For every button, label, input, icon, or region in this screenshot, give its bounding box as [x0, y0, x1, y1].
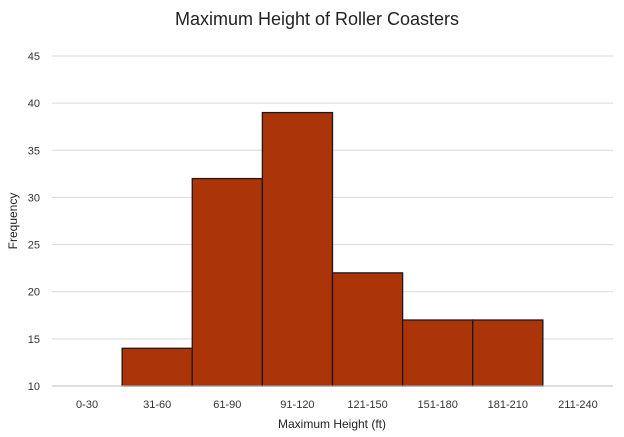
x-tick-label: 211-240	[558, 399, 598, 411]
y-tick-label: 45	[28, 51, 40, 63]
y-axis-label: Frequency	[6, 193, 20, 250]
y-tick-label: 35	[28, 145, 40, 157]
y-tick-label: 10	[28, 381, 40, 393]
x-tick-label: 181-210	[488, 399, 528, 411]
bar-121-150	[331, 272, 404, 387]
y-tick-label: 20	[28, 287, 40, 299]
y-axis-ticks: 10 15 20 25 30 35 40 45	[28, 51, 40, 393]
bar-31-60	[121, 347, 193, 387]
x-tick-label: 31-60	[143, 399, 171, 411]
bar-181-210	[472, 319, 544, 387]
x-tick-label: 0-30	[76, 399, 98, 411]
y-tick-label: 15	[28, 334, 40, 346]
x-tick-label: 151-180	[418, 399, 458, 411]
x-axis-label: Maximum Height (ft)	[278, 417, 386, 431]
y-tick-label: 25	[28, 240, 40, 252]
y-tick-label: 40	[28, 98, 40, 110]
x-tick-label: 121-150	[347, 399, 387, 411]
bar-151-180	[401, 319, 474, 387]
bar-61-90	[191, 177, 264, 387]
chart-title: Maximum Height of Roller Coasters	[175, 9, 459, 29]
x-tick-label: 61-90	[213, 399, 241, 411]
bar-91-120	[261, 111, 334, 387]
x-axis-ticks: 0-30 31-60 61-90 91-120 121-150 151-180 181-21…	[76, 399, 598, 411]
y-tick-label: 30	[28, 192, 40, 204]
bars	[121, 111, 544, 387]
x-tick-label: 91-120	[280, 399, 314, 411]
